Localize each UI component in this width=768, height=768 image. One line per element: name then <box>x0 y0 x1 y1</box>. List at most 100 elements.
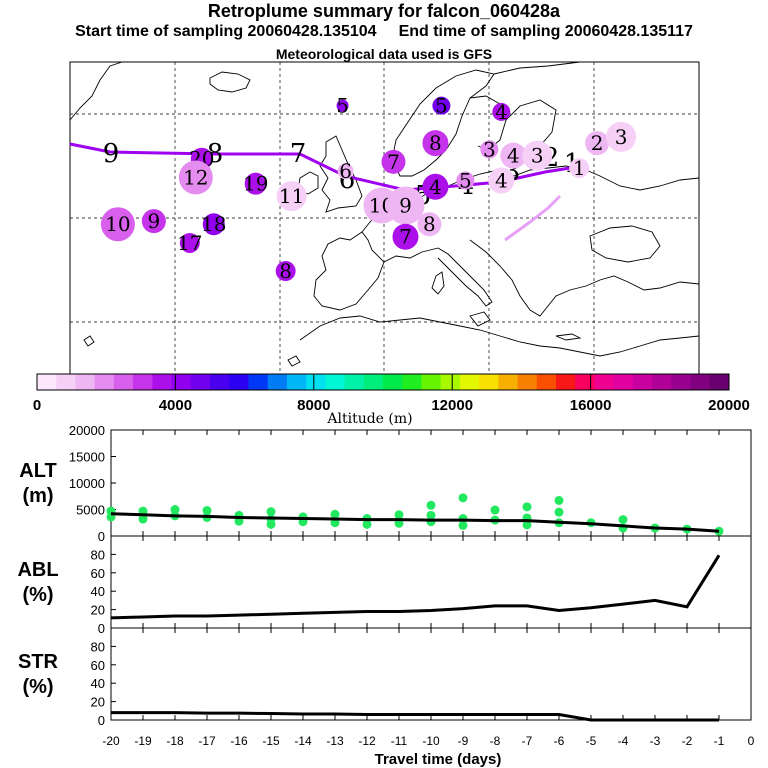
colorbar-cell <box>517 374 538 390</box>
cluster-day-label: 4 <box>495 169 508 193</box>
alt-point <box>170 505 180 514</box>
colorbar-cell <box>479 374 499 390</box>
plume-cluster: 12 <box>178 160 213 195</box>
cluster-disc <box>336 99 349 112</box>
y-tick-label: 40 <box>91 584 105 599</box>
x-tick-label: -11 <box>391 734 408 748</box>
cluster-disc <box>202 213 225 236</box>
alt-point <box>618 515 628 525</box>
trajectory-line <box>69 142 571 192</box>
colorbar-tick-label: 20000 <box>708 397 750 414</box>
colorbar-cell <box>498 374 519 390</box>
colorbar-tick-label: 4000 <box>159 397 192 414</box>
time-series-panels: 20000 15000 10000 5000 0 ALT (m) 80 60 40 20 0 ABL (%… <box>17 423 754 748</box>
cluster-disc <box>606 121 637 152</box>
plume-cluster: 10 <box>100 207 135 242</box>
alt-point <box>458 514 468 524</box>
cluster-day-label: 3 <box>531 144 544 168</box>
cluster-disc <box>178 160 213 195</box>
x-tick-label: -15 <box>262 734 280 748</box>
trajectory-day-label: 7 <box>290 139 307 169</box>
y-axis-label: (%) <box>22 584 53 606</box>
plume-cluster: 5 <box>432 94 451 118</box>
alt-point <box>522 520 532 530</box>
colorbar-cell <box>152 374 173 390</box>
end-time-label: End time of sampling 20060428.135117 <box>398 23 693 40</box>
cluster-day-label: 2 <box>591 131 604 155</box>
colorbar-cell <box>306 374 326 390</box>
colorbar-tick-label: 8000 <box>297 397 330 414</box>
y-tick-label: 20 <box>91 603 105 618</box>
cluster-day-label: 11 <box>279 184 304 208</box>
colorbar-cell <box>325 374 346 390</box>
y-tick-label: 0 <box>98 529 105 544</box>
cluster-disc <box>422 173 449 200</box>
x-tick-label: -9 <box>458 734 469 748</box>
cluster-disc <box>488 167 515 194</box>
plume-cluster: 9 <box>386 186 425 225</box>
coastlines <box>69 61 700 367</box>
x-tick-label: -8 <box>490 734 501 748</box>
alt-point <box>522 502 532 512</box>
alt-mean-line <box>110 512 720 533</box>
plume-cluster: 5 <box>456 169 475 193</box>
cluster-disc <box>392 223 419 250</box>
alt-point <box>394 510 404 520</box>
colorbar-cell <box>632 374 653 390</box>
y-tick-label: 60 <box>91 658 105 673</box>
panel-str: 80 60 40 20 0 STR (%) <box>18 627 752 728</box>
x-tick-label: -18 <box>166 734 184 748</box>
y-axis-label: STR <box>18 651 59 673</box>
cluster-disc <box>432 96 451 115</box>
colorbar-cell <box>536 374 557 390</box>
alt-point <box>202 506 212 516</box>
plume-cluster: 4 <box>492 100 511 124</box>
cluster-disc <box>492 102 511 121</box>
colorbar-cell <box>402 374 422 390</box>
x-axis-label: Travel time (days) <box>375 751 502 768</box>
colorbar-cell <box>459 374 480 390</box>
colorbar-cell <box>344 374 365 390</box>
colorbar-cell <box>210 374 230 390</box>
cluster-day-label: 3 <box>483 137 496 161</box>
cluster-disc <box>569 158 590 179</box>
colorbar-cell <box>229 374 249 390</box>
cluster-disc <box>422 130 449 157</box>
colorbar-cell <box>421 374 442 390</box>
plume-cluster: 18 <box>201 212 226 236</box>
alt-point <box>330 509 340 519</box>
start-time-label: Start time of sampling 20060428.135104 <box>75 23 377 40</box>
colorbar-cell <box>248 374 269 390</box>
cluster-day-label: 5 <box>459 169 472 193</box>
colorbar-cell <box>286 374 307 390</box>
colorbar-cell <box>113 374 134 390</box>
cluster-disc <box>275 261 296 282</box>
colorbar-tick-label: 0 <box>33 397 41 414</box>
x-tick-label: -1 <box>714 734 725 748</box>
plume-cluster: 5 <box>336 94 349 118</box>
cluster-disc <box>417 212 442 237</box>
alt-point <box>458 493 468 503</box>
x-tick-label: -7 <box>522 734 533 748</box>
x-tick-label: -17 <box>198 734 216 748</box>
plume-cluster: 4 <box>488 167 515 194</box>
cluster-day-label: 9 <box>399 194 412 218</box>
trajectory-tail <box>504 194 562 242</box>
colorbar-cell <box>383 374 403 390</box>
plume-cluster: 7 <box>392 223 419 250</box>
panel-frame <box>110 535 752 629</box>
panel-frame <box>110 627 752 721</box>
colorbar-cell <box>75 374 96 390</box>
plume-cluster: 19 <box>243 172 268 196</box>
colorbar-cell <box>594 374 615 390</box>
colorbar-cell <box>56 374 76 390</box>
colorbar-label: Altitude (m) <box>326 411 412 427</box>
x-tick-label: -13 <box>326 734 344 748</box>
y-tick-label: 0 <box>98 621 105 636</box>
colorbar-cell <box>440 374 461 390</box>
colorbar-cell <box>190 374 211 390</box>
plume-cluster: 8 <box>417 212 442 237</box>
colorbar-tick-label: 12000 <box>431 397 473 414</box>
plume-cluster: 1 <box>569 156 590 180</box>
cluster-day-label: 7 <box>399 225 412 249</box>
